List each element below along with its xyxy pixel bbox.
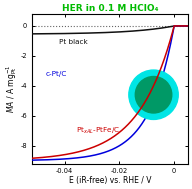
Text: Pt black: Pt black bbox=[59, 39, 88, 45]
Y-axis label: $\mathit{MA}$ / A mg$^{-1}_\mathrm{Pt}$: $\mathit{MA}$ / A mg$^{-1}_\mathrm{Pt}$ bbox=[4, 64, 19, 113]
Text: Pt$_{xAL}$-PtFe/C: Pt$_{xAL}$-PtFe/C bbox=[76, 125, 120, 136]
Text: c-Pt/C: c-Pt/C bbox=[46, 71, 67, 77]
X-axis label: E (iR-free) vs. RHE / V: E (iR-free) vs. RHE / V bbox=[69, 176, 151, 185]
Title: HER in 0.1 M HClO₄: HER in 0.1 M HClO₄ bbox=[62, 4, 158, 13]
